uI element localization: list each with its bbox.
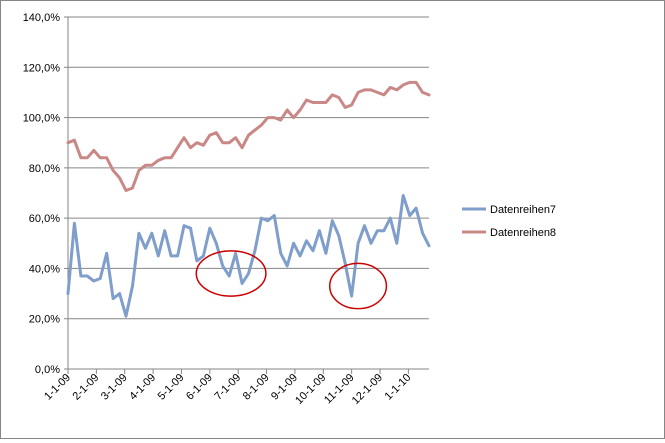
- x-tick-label: 12-1-09: [350, 372, 385, 407]
- gridlines: [68, 16, 429, 370]
- series-line-Datenreihen7: [66, 194, 431, 318]
- x-tick-label: 4-1-09: [127, 372, 158, 403]
- legend: Datenreihen7 Datenreihen8: [462, 204, 556, 239]
- y-tick-label: 0,0%: [35, 364, 60, 376]
- x-tick-label: 1-1-10: [383, 372, 414, 403]
- y-tick-label: 140,0%: [23, 12, 61, 24]
- annotation-ellipse: [328, 262, 388, 310]
- legend-label: Datenreihen8: [490, 227, 556, 239]
- x-axis: 1-1-092-1-093-1-094-1-095-1-096-1-097-1-…: [42, 368, 429, 407]
- x-tick-label: 8-1-09: [241, 372, 272, 403]
- y-tick-label: 80,0%: [29, 163, 60, 175]
- x-tick-label: 3-1-09: [99, 372, 130, 403]
- x-tick-label: 5-1-09: [156, 372, 187, 403]
- series-lines: [66, 80, 431, 318]
- y-tick-label: 20,0%: [29, 314, 60, 326]
- y-axis: 0,0% 20,0% 40,0% 60,0% 80,0% 100,0% 120,0% 140,…: [23, 12, 69, 376]
- series-line-Datenreihen8: [66, 80, 431, 192]
- y-tick-label: 120,0%: [23, 62, 61, 74]
- annotations: [195, 250, 388, 310]
- y-tick-label: 100,0%: [23, 113, 61, 125]
- x-tick-label: 6-1-09: [184, 372, 215, 403]
- x-tick-label: 2-1-09: [71, 372, 102, 403]
- y-tick-label: 60,0%: [29, 213, 60, 225]
- y-tick-label: 40,0%: [29, 263, 60, 275]
- x-tick-label: 7-1-09: [212, 372, 243, 403]
- annotation-ellipse: [195, 250, 267, 297]
- x-tick-label: 1-1-09: [42, 372, 73, 403]
- legend-label: Datenreihen7: [490, 204, 556, 216]
- x-tick-label: 10-1-09: [293, 372, 328, 407]
